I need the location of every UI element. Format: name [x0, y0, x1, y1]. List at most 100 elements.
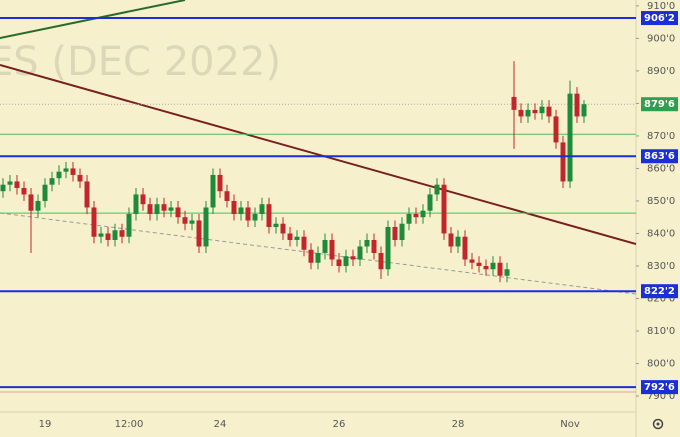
candle-body — [210, 174, 216, 208]
candle-body — [42, 184, 48, 201]
candle-body — [105, 233, 111, 240]
candle-body — [28, 194, 34, 211]
y-tick-label: 790'0 — [647, 391, 675, 402]
candle-body — [357, 246, 363, 260]
candle-body — [224, 191, 230, 201]
candle-body — [252, 213, 258, 221]
y-tick-label: 890'0 — [647, 66, 675, 77]
candle-body — [322, 239, 328, 253]
candle-body — [483, 265, 489, 270]
candle-body — [546, 106, 552, 117]
candle-body — [539, 106, 545, 114]
candle-body — [273, 223, 279, 227]
candle-body — [119, 230, 125, 237]
candle-body — [315, 252, 321, 263]
candle-body — [560, 142, 566, 182]
x-tick-label: 24 — [214, 419, 227, 430]
level-label: 906'2 — [644, 13, 675, 24]
candle-body — [70, 168, 76, 175]
level-label: 822'2 — [644, 286, 675, 297]
candle-body — [217, 174, 223, 192]
candle-body — [518, 109, 524, 117]
candle-body — [84, 181, 90, 208]
y-tick-label: 910'0 — [647, 1, 675, 12]
candle-body — [574, 93, 580, 117]
candle-body — [301, 236, 307, 250]
candle-body — [21, 187, 27, 195]
candle-body — [140, 194, 146, 205]
candle-body — [581, 104, 587, 117]
y-tick-label: 900'0 — [647, 33, 675, 44]
candle-body — [154, 204, 160, 214]
candle-body — [350, 256, 356, 260]
candle-body — [49, 178, 55, 185]
watermark: ES (DEC 2022) — [0, 39, 281, 85]
trend-line — [0, 212, 637, 295]
candle-body — [14, 181, 20, 188]
y-tick-label: 870'0 — [647, 131, 675, 142]
y-tick-label: 850'0 — [647, 196, 675, 207]
candle-body — [399, 223, 405, 240]
candle-body — [497, 262, 503, 276]
y-tick-label: 840'0 — [647, 228, 675, 239]
candle-body — [280, 223, 286, 234]
candle-body — [336, 259, 342, 266]
candle-body — [7, 181, 13, 185]
candle-body — [35, 200, 41, 211]
candle-body — [287, 233, 293, 240]
x-tick-label: 28 — [452, 419, 465, 430]
candle-body — [392, 226, 398, 240]
candle-body — [77, 174, 83, 182]
x-tick-label: Nov — [560, 419, 580, 430]
settings-icon[interactable] — [652, 418, 664, 430]
y-tick-label: 830'0 — [647, 261, 675, 272]
level-label-box — [641, 284, 678, 299]
candle-body — [532, 109, 538, 114]
last-price-box — [641, 97, 678, 112]
level-label: 792'6 — [644, 382, 675, 393]
level-label-box — [641, 11, 678, 26]
y-tick-label: 810'0 — [647, 326, 675, 337]
candle-body — [175, 207, 181, 218]
candle-body — [189, 220, 195, 224]
candle-body — [476, 262, 482, 266]
x-tick-label: 12:00 — [115, 419, 144, 430]
candle-body — [259, 204, 265, 214]
candle-body — [308, 249, 314, 263]
candle-body — [0, 184, 6, 192]
y-tick-label: 820'0 — [647, 294, 675, 305]
candle-body — [112, 230, 118, 240]
candle-body — [56, 171, 62, 179]
level-label: 863'6 — [644, 151, 675, 162]
candle-body — [434, 184, 440, 195]
candle-body — [371, 239, 377, 253]
candle-body — [427, 194, 433, 211]
candle-body — [490, 262, 496, 270]
candle-body — [420, 210, 426, 218]
candle-body — [294, 236, 300, 240]
candle-body — [266, 204, 272, 227]
y-tick-label: 860'0 — [647, 163, 675, 174]
candle-body — [203, 207, 209, 247]
candle-body — [182, 217, 188, 224]
trend-line — [0, 64, 637, 245]
candle-body — [504, 269, 510, 276]
candle-body — [441, 184, 447, 234]
candle-body — [329, 239, 335, 260]
candle-body — [378, 252, 384, 270]
x-tick-label: 26 — [333, 419, 346, 430]
candle-body — [161, 204, 167, 211]
candle-body — [63, 168, 69, 172]
candle-body — [245, 207, 251, 221]
candle-body — [455, 236, 461, 247]
last-price-label: 879'6 — [644, 99, 675, 110]
candle-body — [553, 116, 559, 143]
candle-body — [196, 220, 202, 247]
candle-body — [126, 213, 132, 237]
x-tick-label: 19 — [39, 419, 52, 430]
candle-body — [511, 96, 517, 110]
candle-body — [147, 204, 153, 214]
candle-body — [385, 226, 391, 270]
candle-body — [133, 194, 139, 214]
